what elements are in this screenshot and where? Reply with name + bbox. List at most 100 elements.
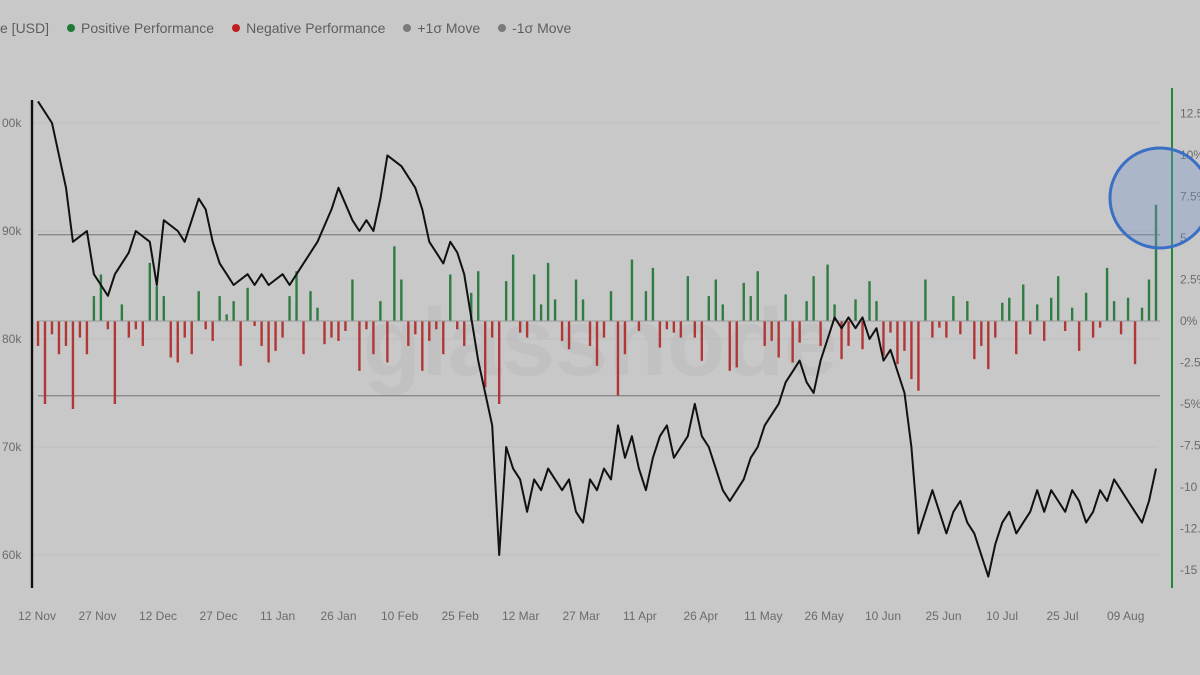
positive-bar-111 [812,276,815,321]
positive-bar-103 [756,271,759,321]
negative-bar-65 [490,321,494,338]
positive-bar-30 [246,287,249,321]
x-tick-label: 26 Apr [684,609,719,623]
positive-bar-127 [924,279,927,321]
positive-bar-114 [833,304,836,321]
legend: e [USD] Positive Performance Negative Perf… [0,18,571,38]
negative-bar-32 [260,321,263,346]
negative-bar-134 [973,321,976,360]
negative-bar-89 [658,321,662,348]
negative-bar-47 [365,321,368,330]
negative-bar-84 [623,321,627,355]
legend-item-4[interactable]: -1σ Move [498,20,571,36]
negative-bar-0 [36,321,40,346]
negative-bar-66 [497,321,501,404]
legend-item-0[interactable]: e [USD] [0,20,49,36]
positive-bar-26 [218,296,221,321]
negative-bar-105 [770,321,773,341]
negative-bar-42 [330,321,333,338]
negative-bar-75 [560,321,564,341]
negative-bar-34 [274,321,277,351]
left-tick-label: 80k [2,332,22,346]
right-tick-label: -10 [1180,480,1198,494]
positive-bar-67 [504,281,508,321]
negative-bar-53 [407,321,410,346]
negative-bar-33 [267,321,270,363]
x-tick-label: 26 May [805,609,844,623]
positive-bar-119 [868,281,871,321]
negative-bar-5 [71,321,75,409]
positive-bar-71 [532,274,536,321]
negative-bar-118 [861,321,864,350]
negative-bar-115 [840,321,843,360]
positive-bar-78 [581,299,585,321]
negative-bar-35 [281,321,284,338]
positive-bar-36 [288,296,291,321]
positive-bar-8 [92,296,96,321]
positive-bar-110 [805,301,808,321]
right-tick-label: -5% [1180,397,1200,411]
x-tick-label: 27 Nov [79,609,117,623]
negative-bar-24 [204,321,207,330]
negative-bar-106 [777,321,780,358]
negative-bar-91 [672,321,676,333]
negative-bar-55 [421,321,424,371]
right-tick-label: 12.5 [1180,107,1200,121]
positive-bar-63 [477,271,480,321]
negative-bar-100 [735,321,738,368]
x-tick-label: 25 Feb [442,609,480,623]
negative-bar-132 [959,321,962,335]
positive-bar-12 [120,304,124,321]
positive-bar-153 [1105,267,1109,321]
positive-bar-138 [1001,302,1004,321]
positive-bar-73 [546,262,550,321]
x-tick-label: 26 Jan [321,609,357,623]
legend-label: Negative Performance [246,20,386,36]
negative-bar-14 [134,321,138,330]
negative-bar-136 [987,321,990,370]
negative-bar-142 [1029,321,1032,335]
right-tick-label: -15 [1180,563,1198,577]
negative-bar-80 [595,321,599,366]
legend-item-3[interactable]: +1σ Move [403,20,480,36]
x-tick-label: 09 Aug [1107,609,1144,623]
right-tick-label: 0% [1180,314,1198,328]
negative-bar-61 [463,321,466,346]
positive-bar-18 [162,296,165,321]
negative-bar-90 [665,321,669,330]
negative-bar-152 [1098,321,1102,328]
right-tick-label: 2.5% [1180,273,1200,287]
price-line [37,100,1157,578]
negative-bar-20 [176,321,179,363]
positive-bar-101 [742,282,745,321]
positive-bar-141 [1022,284,1025,321]
negative-bar-29 [239,321,242,366]
x-tick-label: 12 Dec [139,609,177,623]
left-tick-label: 70k [2,440,22,454]
right-tick-label: 10% [1180,148,1200,162]
negative-bar-130 [945,321,948,338]
negative-bar-2 [50,321,54,335]
negative-bar-104 [763,321,766,346]
legend-label: Positive Performance [81,20,215,36]
positive-bar-28 [232,301,235,321]
left-tick-label: 00k [2,116,22,130]
legend-item-1[interactable]: Positive Performance [67,20,214,36]
positive-bar-148 [1070,307,1074,321]
negative-bar-109 [798,321,801,343]
x-tick-label: 11 Apr [623,609,657,623]
negative-bar-3 [57,321,61,355]
negative-bar-81 [602,321,606,338]
negative-bar-135 [980,321,983,346]
negative-bar-58 [442,321,445,355]
positive-bar-39 [309,291,312,321]
positive-bar-59 [449,274,452,321]
legend-item-2[interactable]: Negative Performance [232,20,385,36]
negative-bar-64 [484,321,487,388]
negative-bar-7 [85,321,89,355]
negative-bar-54 [414,321,417,335]
positive-bar-93 [686,276,690,321]
positive-bar-88 [651,267,655,321]
negative-bar-76 [567,321,571,350]
